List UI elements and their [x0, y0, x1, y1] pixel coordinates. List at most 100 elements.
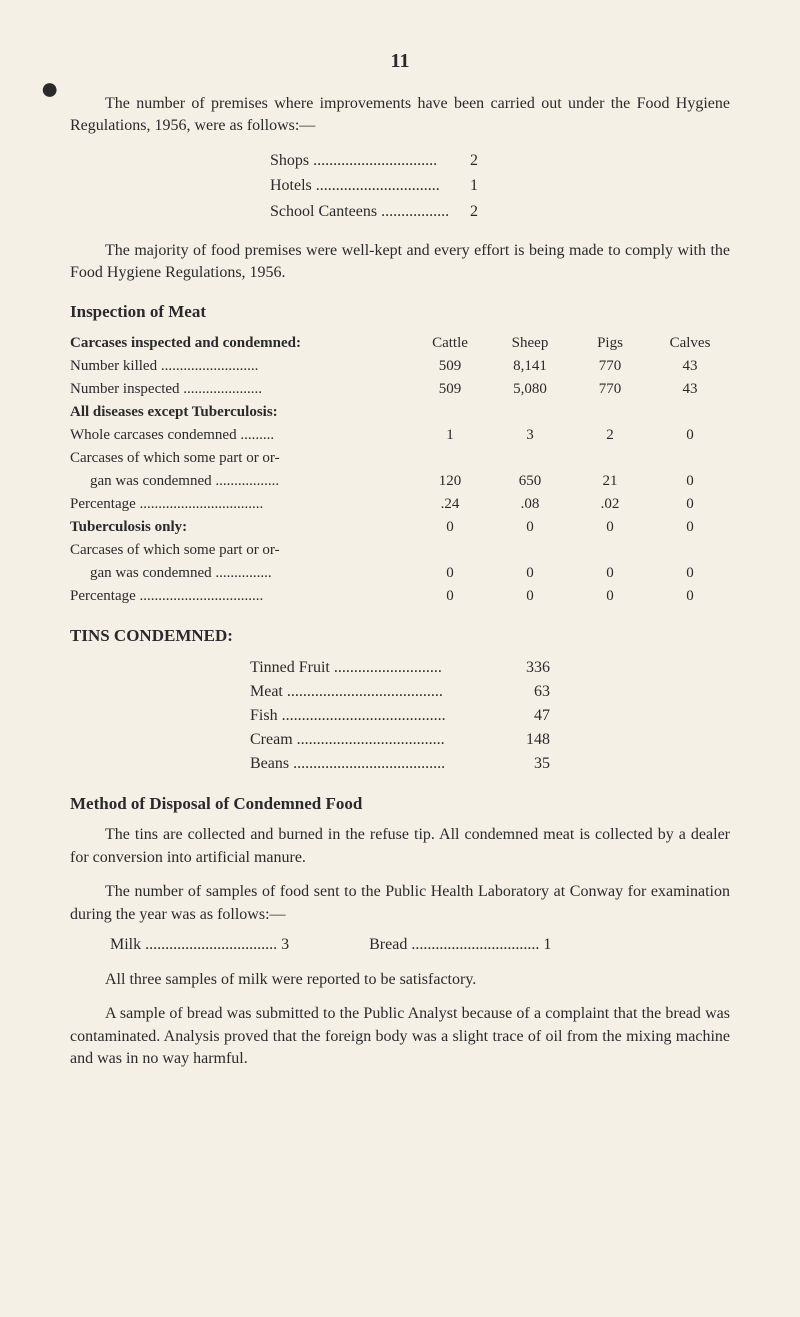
percentage2-cattle: 0: [410, 588, 490, 605]
tins-meat-value: 63: [500, 680, 550, 704]
premises-canteens-value: 2: [470, 199, 510, 225]
diseases-header-label: All diseases except Tuberculosis:: [70, 404, 410, 421]
inspection-col-cattle: Cattle: [410, 335, 490, 352]
tins-list: Tinned Fruit ...........................…: [250, 656, 730, 776]
page-bullet-icon: ●: [40, 70, 59, 107]
tins-cream-value: 148: [500, 728, 550, 752]
inspection-row-tb-organ-line1: Carcases of which some part or or-: [70, 539, 730, 562]
inspection-table: Carcases inspected and condemned: Cattle…: [70, 332, 730, 608]
percentage2-pigs: 0: [570, 588, 650, 605]
tb-organ-label-1: Carcases of which some part or or-: [70, 542, 410, 559]
inspection-header-label: Carcases inspected and condemned:: [70, 335, 410, 352]
tins-fish-label: Fish ...................................…: [250, 704, 500, 728]
inspection-col-sheep: Sheep: [490, 335, 570, 352]
organ-sheep: 650: [490, 473, 570, 490]
inspection-row-tb-organ-line2: gan was condemned ............... 0 0 0 …: [70, 562, 730, 585]
inspection-row-percentage1: Percentage .............................…: [70, 493, 730, 516]
inspection-row-diseases-header: All diseases except Tuberculosis:: [70, 401, 730, 424]
inspection-row-killed: Number killed ..........................…: [70, 355, 730, 378]
killed-sheep: 8,141: [490, 358, 570, 375]
inspection-row-tb-only: Tuberculosis only: 0 0 0 0: [70, 516, 730, 539]
tb-only-calves: 0: [650, 519, 730, 536]
tb-only-cattle: 0: [410, 519, 490, 536]
inspection-row-organ-line2: gan was condemned ................. 120 …: [70, 470, 730, 493]
organ-label-2: gan was condemned .................: [70, 473, 410, 490]
disposal-paragraph-4: A sample of bread was submitted to the P…: [70, 1003, 730, 1070]
organ-calves: 0: [650, 473, 730, 490]
killed-pigs: 770: [570, 358, 650, 375]
tins-cream-label: Cream ..................................…: [250, 728, 500, 752]
bread-item: Bread ................................ 1: [369, 936, 551, 954]
milk-item: Milk ................................. 3: [110, 936, 289, 954]
tb-only-pigs: 0: [570, 519, 650, 536]
premises-list: Shops ............................... 2 …: [270, 148, 730, 225]
tins-meat-label: Meat ...................................…: [250, 680, 500, 704]
tins-beans-value: 35: [500, 752, 550, 776]
disposal-heading: Method of Disposal of Condemned Food: [70, 794, 730, 814]
inspected-pigs: 770: [570, 381, 650, 398]
percentage1-calves: 0: [650, 496, 730, 513]
tb-organ-cattle: 0: [410, 565, 490, 582]
inspection-heading: Inspection of Meat: [70, 302, 730, 322]
tb-organ-calves: 0: [650, 565, 730, 582]
inspection-row-whole-condemned: Whole carcases condemned ......... 1 3 2…: [70, 424, 730, 447]
premises-shops-label: Shops ...............................: [270, 148, 470, 174]
premises-row-canteens: School Canteens ................. 2: [270, 199, 730, 225]
inspected-label: Number inspected .....................: [70, 381, 410, 398]
organ-pigs: 21: [570, 473, 650, 490]
killed-label: Number killed ..........................: [70, 358, 410, 375]
inspection-row-organ-line1: Carcases of which some part or or-: [70, 447, 730, 470]
intro-paragraph-2: The majority of food premises were well-…: [70, 240, 730, 285]
inspection-row-percentage2: Percentage .............................…: [70, 585, 730, 608]
inspected-calves: 43: [650, 381, 730, 398]
whole-condemned-cattle: 1: [410, 427, 490, 444]
percentage1-pigs: .02: [570, 496, 650, 513]
tb-organ-sheep: 0: [490, 565, 570, 582]
tb-only-label: Tuberculosis only:: [70, 519, 410, 536]
whole-condemned-calves: 0: [650, 427, 730, 444]
tins-fish-value: 47: [500, 704, 550, 728]
premises-hotels-label: Hotels ...............................: [270, 173, 470, 199]
killed-cattle: 509: [410, 358, 490, 375]
disposal-paragraph-3: All three samples of milk were reported …: [70, 969, 730, 991]
inspection-header-row: Carcases inspected and condemned: Cattle…: [70, 332, 730, 355]
tins-row-fish: Fish ...................................…: [250, 704, 730, 728]
whole-condemned-sheep: 3: [490, 427, 570, 444]
premises-canteens-label: School Canteens .................: [270, 199, 470, 225]
inspection-row-inspected: Number inspected ..................... 5…: [70, 378, 730, 401]
percentage2-sheep: 0: [490, 588, 570, 605]
percentage2-label: Percentage .............................…: [70, 588, 410, 605]
premises-row-shops: Shops ............................... 2: [270, 148, 730, 174]
milk-bread-row: Milk ................................. 3…: [110, 936, 730, 954]
tins-fruit-label: Tinned Fruit ...........................: [250, 656, 500, 680]
inspected-cattle: 509: [410, 381, 490, 398]
percentage2-calves: 0: [650, 588, 730, 605]
tins-beans-label: Beans ..................................…: [250, 752, 500, 776]
percentage1-sheep: .08: [490, 496, 570, 513]
tb-organ-label-2: gan was condemned ...............: [70, 565, 410, 582]
inspection-col-calves: Calves: [650, 335, 730, 352]
killed-calves: 43: [650, 358, 730, 375]
tins-row-cream: Cream ..................................…: [250, 728, 730, 752]
premises-hotels-value: 1: [470, 173, 510, 199]
inspected-sheep: 5,080: [490, 381, 570, 398]
tins-fruit-value: 336: [500, 656, 550, 680]
tins-row-fruit: Tinned Fruit ...........................…: [250, 656, 730, 680]
organ-label-1: Carcases of which some part or or-: [70, 450, 410, 467]
tins-heading: TINS CONDEMNED:: [70, 626, 730, 646]
premises-shops-value: 2: [470, 148, 510, 174]
whole-condemned-pigs: 2: [570, 427, 650, 444]
percentage1-label: Percentage .............................…: [70, 496, 410, 513]
disposal-paragraph-1: The tins are collected and burned in the…: [70, 824, 730, 869]
percentage1-cattle: .24: [410, 496, 490, 513]
organ-cattle: 120: [410, 473, 490, 490]
premises-row-hotels: Hotels ............................... 1: [270, 173, 730, 199]
intro-paragraph-1: The number of premises where improvement…: [70, 93, 730, 138]
disposal-paragraph-2: The number of samples of food sent to th…: [70, 881, 730, 926]
tb-organ-pigs: 0: [570, 565, 650, 582]
tins-row-beans: Beans ..................................…: [250, 752, 730, 776]
page-number: 11: [70, 50, 730, 73]
whole-condemned-label: Whole carcases condemned .........: [70, 427, 410, 444]
tb-only-sheep: 0: [490, 519, 570, 536]
inspection-col-pigs: Pigs: [570, 335, 650, 352]
